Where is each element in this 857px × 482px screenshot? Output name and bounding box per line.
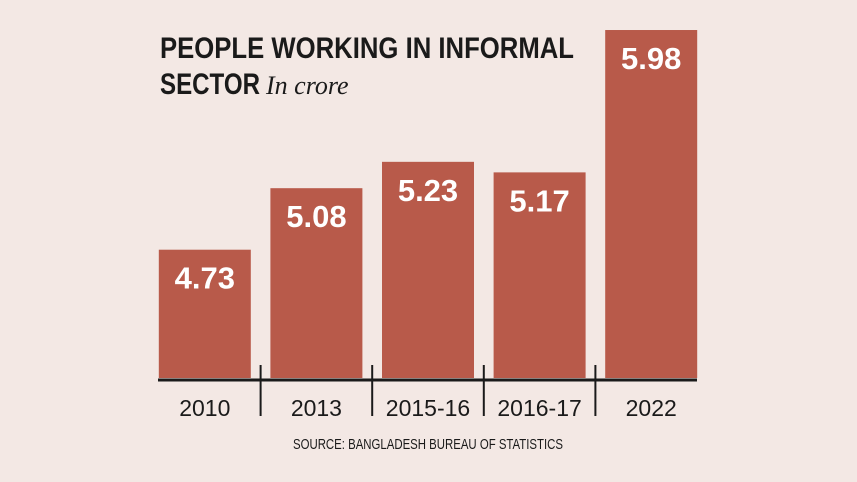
bar: [382, 161, 474, 378]
bar: [270, 188, 363, 378]
chart-title: SECTOR: [160, 68, 260, 101]
x-tick-label: 2015-16: [386, 395, 470, 421]
chart-title: PEOPLE WORKING IN INFORMAL: [160, 32, 574, 65]
bar: [158, 249, 251, 378]
value-label: 5.08: [286, 199, 346, 234]
x-tick-label: 2013: [291, 395, 342, 421]
value-label: 4.73: [175, 261, 235, 296]
value-label: 5.23: [398, 173, 458, 208]
value-label: 5.98: [621, 41, 681, 76]
x-tick-label: 2010: [179, 395, 230, 421]
bar: [605, 30, 698, 378]
chart-subtitle: In crore: [265, 71, 349, 100]
bar: [493, 172, 586, 378]
x-tick-label: 2022: [626, 395, 677, 421]
x-tick-label: 2016-17: [497, 395, 581, 421]
value-label: 5.17: [509, 183, 569, 218]
chart-title-line: SECTOR In crore: [160, 68, 349, 101]
source-note: SOURCE: BANGLADESH BUREAU OF STATISTICS: [293, 436, 563, 453]
